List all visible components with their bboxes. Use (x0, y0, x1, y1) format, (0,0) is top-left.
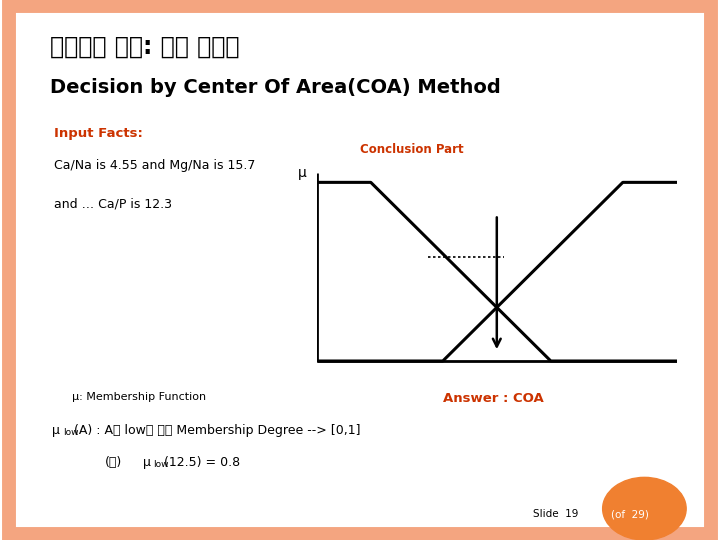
Text: Conclusion Part: Conclusion Part (360, 143, 464, 156)
Text: Ca/Na is 4.55 and Mg/Na is 15.7: Ca/Na is 4.55 and Mg/Na is 15.7 (54, 159, 256, 172)
Text: μ: μ (52, 424, 60, 437)
Text: Answer : COA: Answer : COA (443, 392, 544, 404)
Text: (A) : A가 low에 속할 Membership Degree --> [0,1]: (A) : A가 low에 속할 Membership Degree --> [… (74, 424, 361, 437)
Text: (of  29): (of 29) (611, 509, 649, 519)
Text: Input Facts:: Input Facts: (54, 127, 143, 140)
Text: μ: μ (298, 166, 307, 180)
Text: Slide  19: Slide 19 (533, 509, 582, 519)
Text: (예): (예) (104, 456, 122, 469)
Text: μ: μ (143, 456, 150, 469)
Text: low: low (63, 428, 78, 437)
Text: Decision by Center Of Area(COA) Method: Decision by Center Of Area(COA) Method (50, 78, 501, 97)
Text: (12.5) = 0.8: (12.5) = 0.8 (164, 456, 240, 469)
Text: and … Ca/P is 12.3: and … Ca/P is 12.3 (54, 197, 172, 210)
Text: low: low (153, 460, 168, 469)
Text: 비퍼지화 방법: 무게 중심법: 비퍼지화 방법: 무게 중심법 (50, 35, 240, 59)
Text: μ: Membership Function: μ: Membership Function (72, 392, 206, 402)
